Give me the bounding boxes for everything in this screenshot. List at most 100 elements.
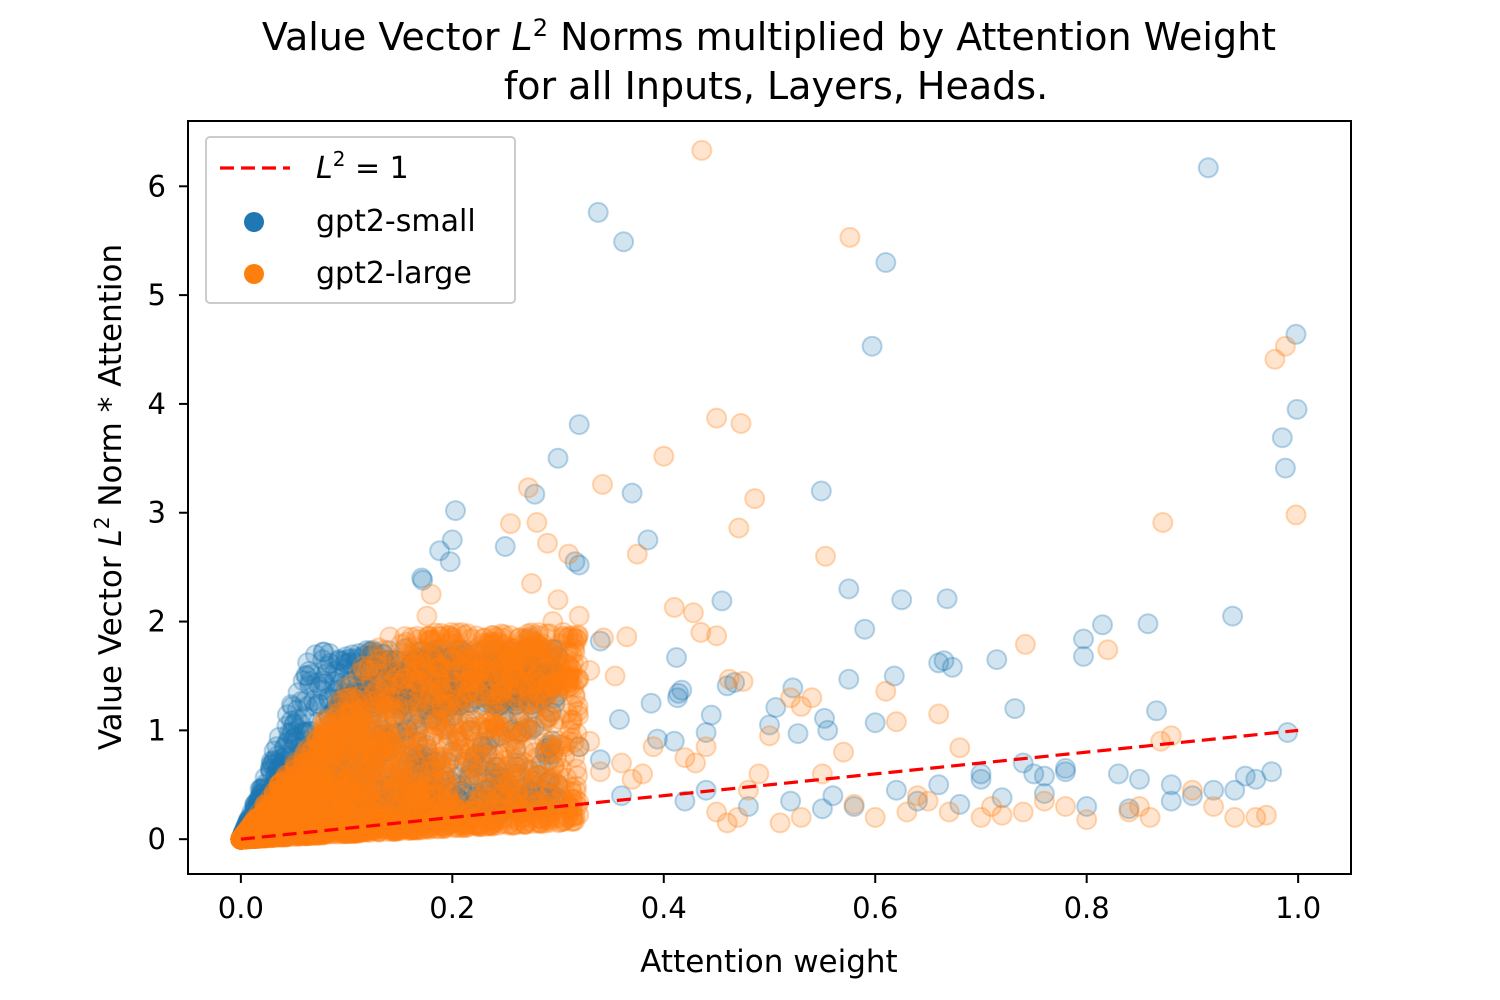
data-point-gpt2-small <box>350 743 372 765</box>
data-point-gpt2-small <box>238 813 260 835</box>
data-point-gpt2-large <box>843 793 865 815</box>
data-point-gpt2-small <box>1286 398 1308 420</box>
data-point-gpt2-small <box>266 736 288 758</box>
data-point-gpt2-large <box>423 810 445 832</box>
data-point-gpt2-large <box>439 725 461 747</box>
data-point-gpt2-large <box>460 800 482 822</box>
data-point-gpt2-small <box>543 687 565 709</box>
data-point-gpt2-small <box>309 776 330 798</box>
data-point-gpt2-small <box>253 809 275 831</box>
data-point-gpt2-small <box>505 677 527 699</box>
data-point-gpt2-small <box>422 642 444 664</box>
data-point-gpt2-small <box>236 826 257 848</box>
data-point-gpt2-small <box>453 641 475 663</box>
data-point-gpt2-small <box>481 652 503 674</box>
x-tick-label: 1.0 <box>1275 891 1321 925</box>
data-point-gpt2-small <box>345 736 367 758</box>
data-point-gpt2-small <box>1092 614 1113 636</box>
data-point-gpt2-large <box>626 543 648 565</box>
data-point-gpt2-small <box>251 796 273 818</box>
data-point-gpt2-small <box>568 414 590 436</box>
data-point-gpt2-small <box>518 759 540 781</box>
data-point-gpt2-small <box>885 779 907 801</box>
data-point-gpt2-small <box>700 704 722 726</box>
data-point-gpt2-small <box>485 659 507 681</box>
data-point-gpt2-small <box>518 671 540 693</box>
data-point-gpt2-small <box>359 660 381 682</box>
chart-title-line-2: for all Inputs, Layers, Heads. <box>504 64 1048 108</box>
data-point-gpt2-large <box>1285 504 1307 526</box>
data-point-gpt2-small <box>328 679 350 701</box>
data-point-gpt2-small <box>350 658 372 680</box>
data-point-gpt2-small <box>240 821 262 843</box>
data-point-gpt2-small <box>482 664 504 686</box>
data-point-gpt2-large <box>691 139 713 161</box>
data-point-gpt2-small <box>307 793 328 815</box>
data-point-gpt2-small <box>259 812 281 834</box>
data-point-gpt2-large <box>526 747 548 769</box>
data-point-gpt2-small <box>425 792 447 814</box>
data-point-gpt2-small <box>360 685 382 707</box>
y-tick-label: 6 <box>148 169 166 203</box>
data-point-gpt2-small <box>520 694 542 716</box>
data-point-gpt2-small <box>286 809 308 831</box>
data-point-gpt2-small <box>438 752 460 774</box>
x-tick-label: 0.4 <box>641 891 687 925</box>
data-point-gpt2-small <box>284 804 306 826</box>
data-point-gpt2-small <box>277 765 299 787</box>
data-point-gpt2-small <box>482 661 504 683</box>
data-point-gpt2-large <box>790 806 812 828</box>
data-point-gpt2-small <box>367 684 388 706</box>
data-point-gpt2-small <box>337 775 359 797</box>
data-point-gpt2-large <box>558 654 580 676</box>
data-point-gpt2-small <box>433 669 455 691</box>
data-point-gpt2-small <box>355 672 377 694</box>
data-point-gpt2-large <box>1097 639 1119 661</box>
data-point-gpt2-large <box>1274 335 1296 357</box>
data-point-gpt2-small <box>891 589 913 611</box>
data-point-gpt2-large <box>706 407 728 429</box>
data-point-gpt2-small <box>252 812 274 834</box>
data-point-gpt2-small <box>259 799 280 821</box>
data-point-gpt2-small <box>310 801 332 822</box>
data-point-gpt2-small <box>439 787 461 809</box>
data-point-gpt2-small <box>368 807 390 829</box>
x-tick-label: 0.2 <box>429 891 475 925</box>
data-point-gpt2-small <box>241 810 263 832</box>
data-point-gpt2-small <box>467 651 489 673</box>
data-point-gpt2-small <box>508 648 530 670</box>
data-point-gpt2-large <box>537 532 558 554</box>
data-point-gpt2-small <box>423 641 445 663</box>
data-point-gpt2-small <box>340 765 362 787</box>
data-point-gpt2-small <box>265 753 287 775</box>
data-point-gpt2-small <box>315 739 337 760</box>
data-point-gpt2-small <box>433 662 455 684</box>
data-point-gpt2-small <box>429 698 451 720</box>
data-point-gpt2-small <box>336 786 358 808</box>
data-point-gpt2-small <box>517 664 539 686</box>
data-point-gpt2-large <box>333 688 355 710</box>
data-point-gpt2-small <box>377 762 399 784</box>
data-point-gpt2-small <box>373 784 395 806</box>
data-point-gpt2-large <box>552 621 574 643</box>
data-point-gpt2-small <box>376 806 398 828</box>
data-point-gpt2-small <box>327 760 349 782</box>
data-point-gpt2-small <box>446 685 468 707</box>
data-point-gpt2-small <box>326 764 348 786</box>
data-point-gpt2-small <box>264 775 286 797</box>
data-point-gpt2-small <box>446 766 468 788</box>
data-point-gpt2-small <box>469 652 491 674</box>
data-point-gpt2-small <box>423 687 445 709</box>
data-point-gpt2-small <box>244 816 266 837</box>
data-point-gpt2-small <box>400 653 422 675</box>
data-point-gpt2-large <box>1055 796 1076 817</box>
data-point-gpt2-small <box>392 794 414 816</box>
data-point-gpt2-small <box>466 782 488 804</box>
data-point-gpt2-small <box>234 825 256 847</box>
data-point-gpt2-small <box>245 796 267 818</box>
data-point-gpt2-small <box>295 665 317 686</box>
data-point-gpt2-small <box>253 777 275 799</box>
data-point-gpt2-small <box>1274 457 1296 479</box>
x-axis-ticks: 0.0 0.2 0.4 0.6 0.8 1.0 <box>218 874 1321 925</box>
